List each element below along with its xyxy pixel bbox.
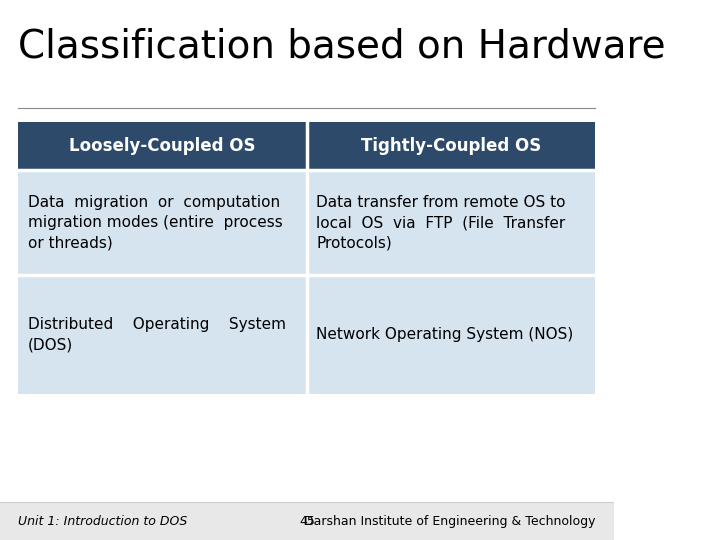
Text: Data  migration  or  computation
migration modes (entire  process
or threads): Data migration or computation migration … xyxy=(27,195,282,250)
Text: Data transfer from remote OS to
local  OS  via  FTP  (File  Transfer
Protocols): Data transfer from remote OS to local OS… xyxy=(316,195,565,250)
FancyBboxPatch shape xyxy=(307,275,595,394)
Text: Darshan Institute of Engineering & Technology: Darshan Institute of Engineering & Techn… xyxy=(304,515,595,528)
Text: Loosely-Coupled OS: Loosely-Coupled OS xyxy=(69,137,256,155)
FancyBboxPatch shape xyxy=(19,170,307,275)
Text: Tightly-Coupled OS: Tightly-Coupled OS xyxy=(361,137,541,155)
Text: 45: 45 xyxy=(299,515,315,528)
FancyBboxPatch shape xyxy=(307,170,595,275)
FancyBboxPatch shape xyxy=(0,502,613,540)
FancyBboxPatch shape xyxy=(307,122,595,170)
Text: Unit 1: Introduction to DOS: Unit 1: Introduction to DOS xyxy=(19,515,188,528)
FancyBboxPatch shape xyxy=(19,122,307,170)
Text: Classification based on Hardware: Classification based on Hardware xyxy=(19,27,666,65)
Text: Distributed    Operating    System
(DOS): Distributed Operating System (DOS) xyxy=(27,318,286,352)
FancyBboxPatch shape xyxy=(19,275,307,394)
Text: Network Operating System (NOS): Network Operating System (NOS) xyxy=(316,327,573,342)
